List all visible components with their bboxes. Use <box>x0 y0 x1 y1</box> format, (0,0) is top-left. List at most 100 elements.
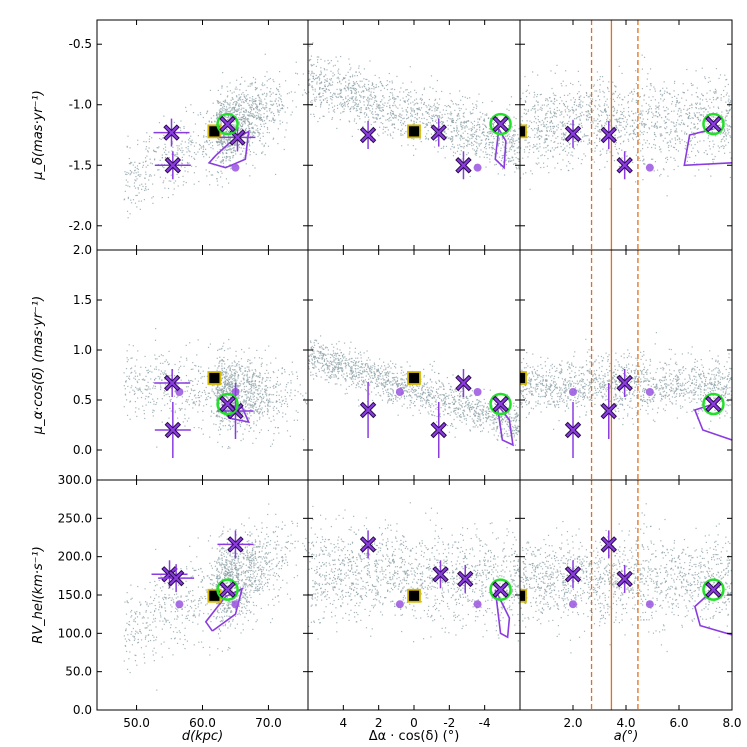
background-star <box>245 118 247 120</box>
background-star <box>242 438 244 440</box>
background-star <box>567 161 570 163</box>
background-star <box>332 96 334 99</box>
background-star <box>410 91 412 93</box>
background-star <box>488 141 490 144</box>
background-star <box>161 197 163 199</box>
background-star <box>649 68 652 70</box>
background-star <box>127 185 129 187</box>
background-star <box>149 158 151 160</box>
background-star <box>240 128 242 130</box>
background-star <box>317 61 319 63</box>
background-star <box>138 174 140 176</box>
background-star <box>241 124 244 126</box>
background-star <box>181 162 183 165</box>
background-star <box>537 128 540 130</box>
background-star <box>466 154 468 156</box>
background-star <box>258 134 260 136</box>
background-star <box>242 150 244 152</box>
background-star <box>245 109 247 111</box>
background-star <box>163 163 166 166</box>
background-star <box>549 97 551 99</box>
background-star <box>235 101 237 103</box>
background-star <box>225 390 227 393</box>
background-star <box>416 108 418 110</box>
background-star <box>729 100 732 102</box>
background-star <box>409 66 411 68</box>
background-star <box>691 84 693 87</box>
background-star <box>436 102 438 104</box>
background-star <box>332 110 335 112</box>
background-star <box>227 146 229 148</box>
background-star <box>475 130 477 132</box>
background-star <box>174 363 176 366</box>
background-star <box>251 114 253 117</box>
background-star <box>423 103 425 105</box>
background-star <box>553 133 556 135</box>
background-star <box>375 84 377 86</box>
background-star <box>126 357 128 359</box>
background-star <box>183 154 185 156</box>
background-star <box>220 142 223 145</box>
background-star <box>233 108 235 110</box>
background-star <box>244 99 246 102</box>
background-star <box>407 117 409 119</box>
background-star <box>206 175 208 177</box>
background-star <box>208 156 211 158</box>
background-star <box>629 125 631 127</box>
background-star <box>249 83 251 85</box>
background-star <box>313 398 314 399</box>
background-star <box>488 117 490 119</box>
background-star <box>251 115 254 117</box>
background-star <box>287 382 289 384</box>
background-star <box>691 150 693 153</box>
background-star <box>431 117 434 120</box>
background-star <box>660 135 662 137</box>
background-star <box>137 187 139 189</box>
background-star <box>587 143 589 145</box>
background-star <box>673 110 675 112</box>
background-star <box>253 108 255 110</box>
background-star <box>241 408 243 410</box>
background-star <box>256 128 259 130</box>
background-star <box>442 147 444 149</box>
background-star <box>525 172 527 174</box>
background-star <box>284 395 286 398</box>
background-star <box>228 182 230 184</box>
background-star <box>620 121 622 124</box>
background-star <box>351 87 353 89</box>
background-star <box>369 104 372 106</box>
background-star <box>364 116 366 118</box>
background-star <box>371 98 373 100</box>
background-star <box>271 100 273 102</box>
background-star <box>222 160 224 162</box>
background-star <box>581 125 583 127</box>
background-star <box>632 161 634 164</box>
background-star <box>717 145 719 147</box>
background-star <box>518 138 520 140</box>
background-star <box>654 126 656 128</box>
background-star <box>138 162 140 164</box>
background-star <box>406 106 409 109</box>
background-star <box>254 81 257 83</box>
background-star <box>229 391 231 393</box>
background-star <box>414 103 416 105</box>
background-star <box>642 110 644 112</box>
background-star <box>418 108 421 110</box>
background-star <box>136 178 138 180</box>
background-star <box>404 121 406 123</box>
background-star <box>701 93 703 95</box>
background-star <box>643 56 646 58</box>
background-star <box>150 365 152 367</box>
background-star <box>609 119 611 121</box>
background-star <box>418 107 420 109</box>
background-star <box>310 81 313 83</box>
background-star <box>553 97 556 100</box>
background-star <box>252 102 254 104</box>
background-star <box>258 139 261 142</box>
background-star-cloud <box>123 327 314 449</box>
background-star <box>687 125 689 127</box>
background-star <box>189 392 192 395</box>
background-star <box>694 155 697 157</box>
background-star <box>593 118 595 120</box>
background-star <box>578 104 580 106</box>
